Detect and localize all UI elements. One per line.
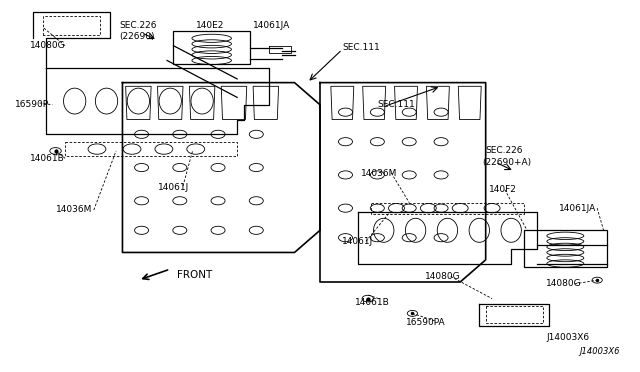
Text: SEC.111: SEC.111 (342, 43, 380, 52)
Text: 16590P: 16590P (15, 100, 49, 109)
Text: 14061J: 14061J (342, 237, 374, 246)
Text: 14061JA: 14061JA (559, 203, 596, 213)
Text: 14036M: 14036M (56, 205, 92, 215)
Text: 14061J: 14061J (157, 183, 189, 192)
Text: 14036M: 14036M (362, 169, 398, 177)
Text: J14003X6: J14003X6 (579, 347, 620, 356)
Text: SEC.226: SEC.226 (119, 21, 157, 30)
Text: 14080G: 14080G (30, 41, 66, 50)
Text: 14061B: 14061B (355, 298, 390, 307)
Text: J14003X6: J14003X6 (546, 333, 589, 342)
Text: SEC.226: SEC.226 (486, 147, 523, 155)
Text: 16590PA: 16590PA (406, 318, 445, 327)
Text: (22690): (22690) (119, 32, 155, 41)
Text: 14061JA: 14061JA (253, 21, 291, 30)
Text: 14080G: 14080G (546, 279, 582, 288)
Text: 140E2: 140E2 (196, 21, 224, 30)
Text: 140F2: 140F2 (489, 185, 516, 194)
Text: 14061B: 14061B (30, 154, 65, 163)
Text: SEC.111: SEC.111 (378, 100, 415, 109)
Text: FRONT: FRONT (177, 270, 212, 280)
Text: 14080G: 14080G (425, 272, 461, 281)
Text: (22690+A): (22690+A) (483, 157, 532, 167)
